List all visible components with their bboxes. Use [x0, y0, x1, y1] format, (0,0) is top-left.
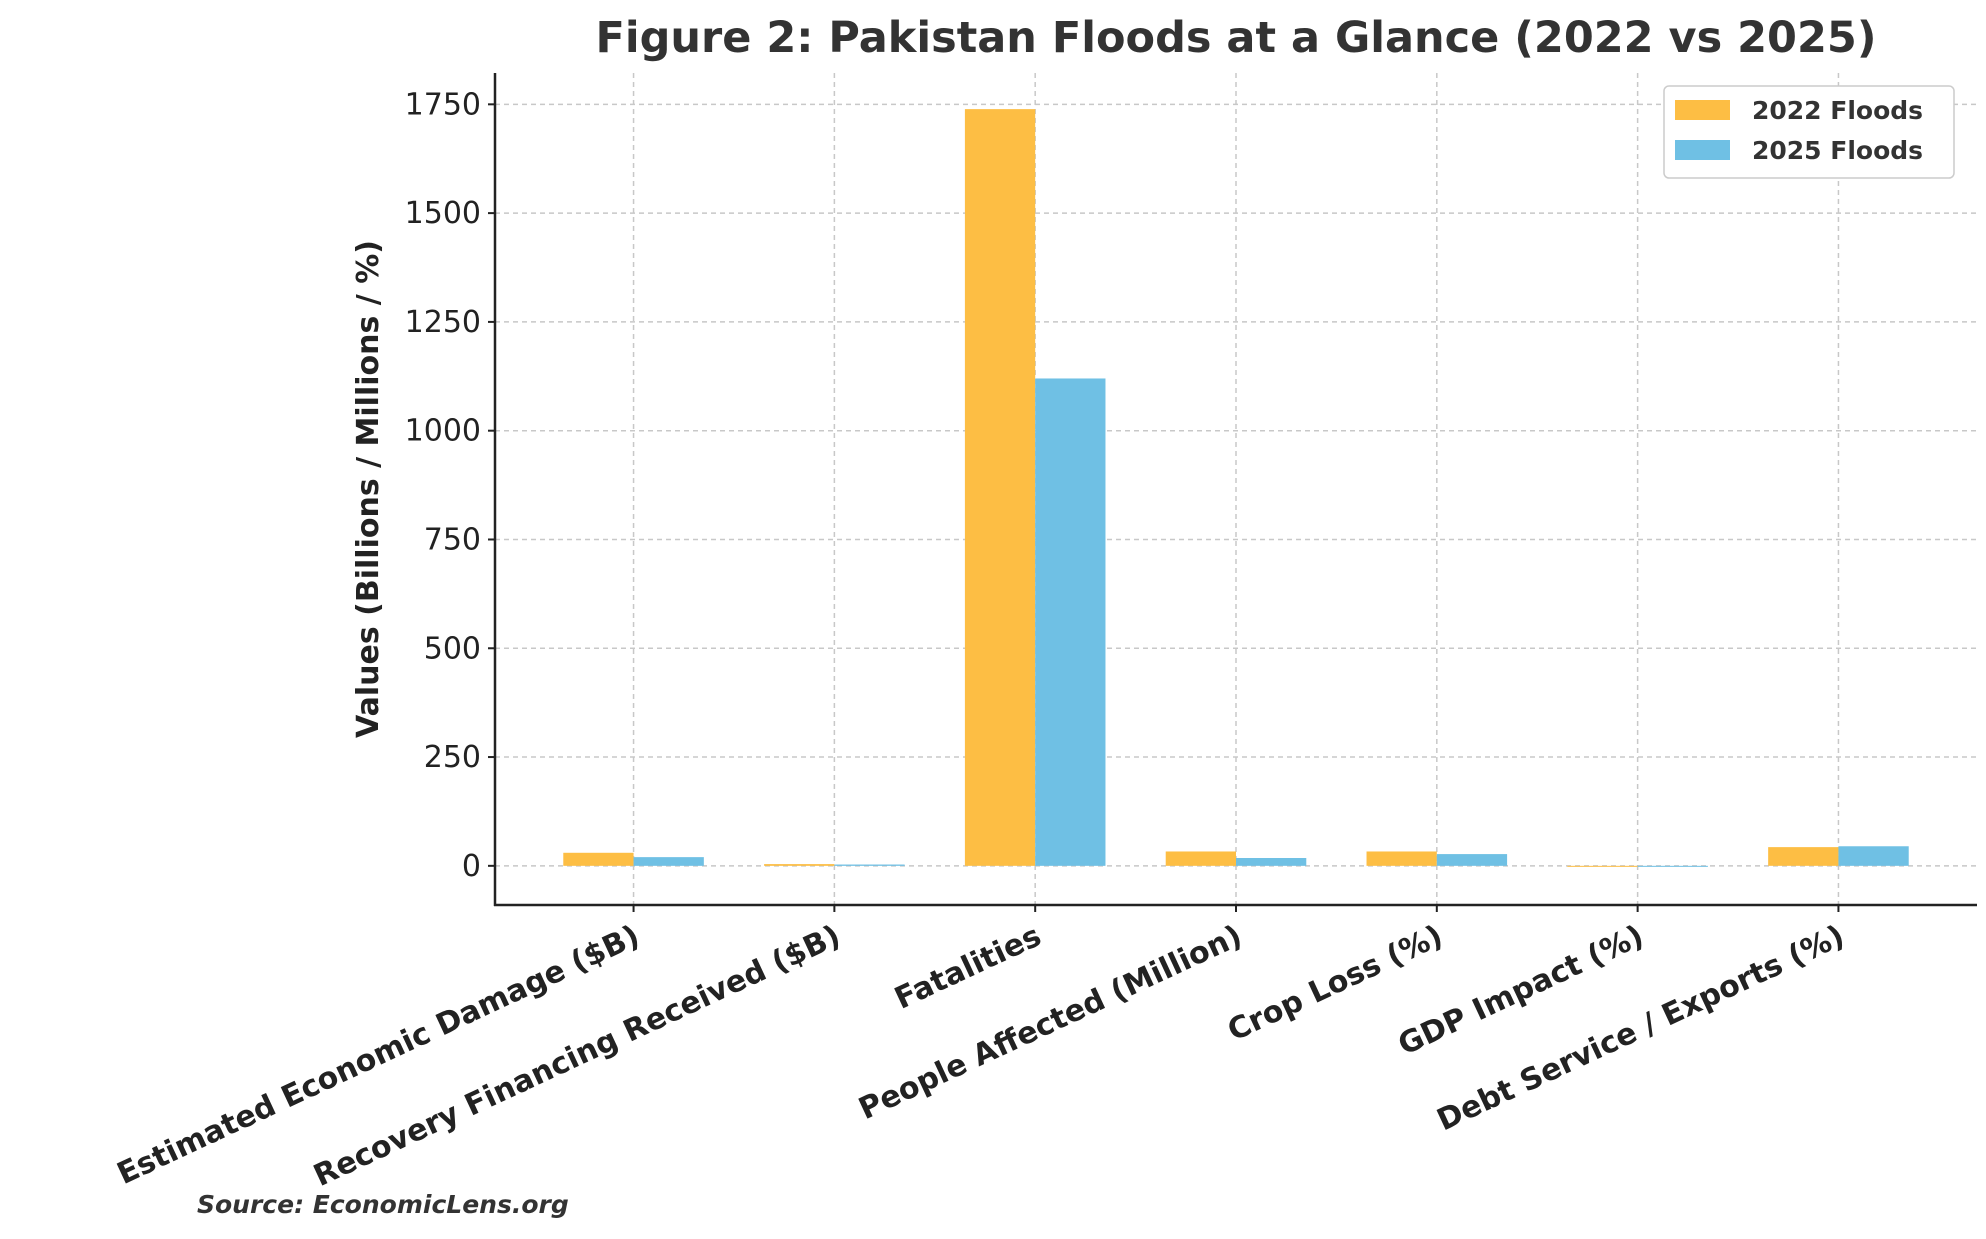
x-tick-label: People Affected (Million) [854, 919, 1248, 1127]
x-ticks: Estimated Economic Damage ($B)Recovery F… [112, 905, 1850, 1194]
legend-swatch [1675, 100, 1730, 120]
y-tick-label: 250 [424, 740, 481, 775]
legend-label: 2025 Floods [1752, 136, 1923, 165]
bar-2025 [1436, 854, 1508, 866]
bar-2025 [633, 857, 704, 866]
bar-2022 [964, 109, 1036, 866]
legend-label: 2022 Floods [1752, 96, 1923, 125]
y-tick-label: 1250 [405, 305, 481, 340]
y-tick-label: 1500 [405, 196, 481, 231]
bar-2022 [1567, 865, 1638, 867]
x-tick-label: Fatalities [890, 919, 1047, 1017]
bar-2025 [834, 864, 905, 866]
y-ticks: 0 250 500 750 1000 1250 1500 1750 [405, 87, 495, 884]
legend-swatch [1675, 140, 1730, 160]
bar-2025 [1035, 378, 1106, 866]
bar-2022 [1768, 847, 1839, 866]
legend: 2022 Floods 2025 Floods [1663, 85, 1955, 179]
y-tick-label: 1000 [405, 414, 481, 449]
chart-title: Figure 2: Pakistan Floods at a Glance (2… [596, 13, 1877, 63]
bar-2022 [1366, 851, 1437, 866]
bar-2022 [1165, 851, 1236, 866]
y-tick-label: 1750 [405, 87, 481, 122]
y-axis-label: Values (Billions / Millions / %) [351, 240, 386, 738]
grid [495, 73, 1977, 905]
source-note: Source: EconomicLens.org [197, 1190, 569, 1219]
bars [563, 109, 1909, 867]
bar-2025 [1637, 865, 1708, 867]
legend-box [1663, 85, 1955, 179]
bar-2025 [1236, 858, 1307, 866]
bar-2022 [764, 864, 835, 866]
y-tick-label: 0 [462, 849, 481, 884]
bar-2025 [1838, 846, 1909, 866]
y-tick-label: 500 [424, 631, 481, 666]
y-tick-label: 750 [424, 522, 481, 557]
bar-2022 [563, 852, 634, 866]
